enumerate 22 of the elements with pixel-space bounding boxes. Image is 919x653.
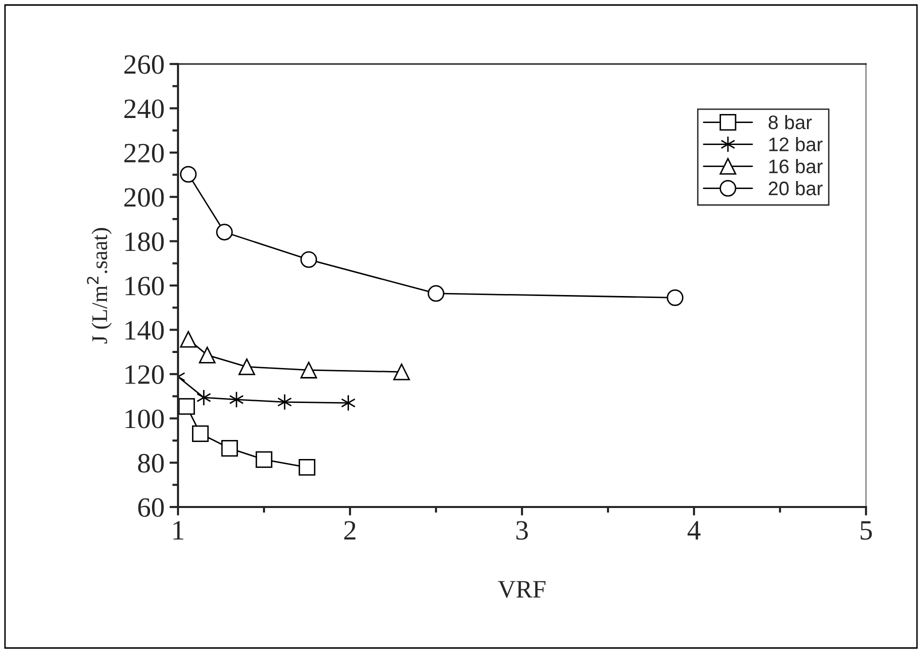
y-axis-title: J (L/m$^{2}$.saat)	[86, 228, 112, 344]
y-tick-label: 120	[126, 365, 164, 384]
y-tick-label: 260	[124, 55, 164, 74]
x-tick-label: 3	[516, 521, 528, 540]
x-tick-label: 2	[344, 521, 356, 540]
x-tick-label: 4	[688, 521, 701, 540]
y-tick-label: 80	[138, 454, 164, 473]
legend-label: 16 bar	[769, 159, 823, 174]
legend-label: 20 bar	[768, 181, 823, 196]
y-tick-label: 160	[126, 276, 164, 296]
y-tick-label: 180	[126, 232, 164, 252]
y-tick-label: 140	[126, 320, 164, 340]
x-tick-label: 1	[174, 521, 184, 540]
legend-label: 12 bar	[769, 137, 823, 152]
y-tick-label: 200	[124, 188, 164, 207]
x-axis-title: VRF	[498, 581, 546, 598]
y-tick-label: 220	[124, 144, 164, 163]
legend-label: 8 bar	[768, 114, 812, 130]
y-tick-label: 100	[126, 410, 164, 428]
y-tick-label: 240	[124, 99, 164, 118]
x-tick-label: 5	[860, 521, 872, 540]
y-tick-label: 60	[138, 498, 164, 517]
